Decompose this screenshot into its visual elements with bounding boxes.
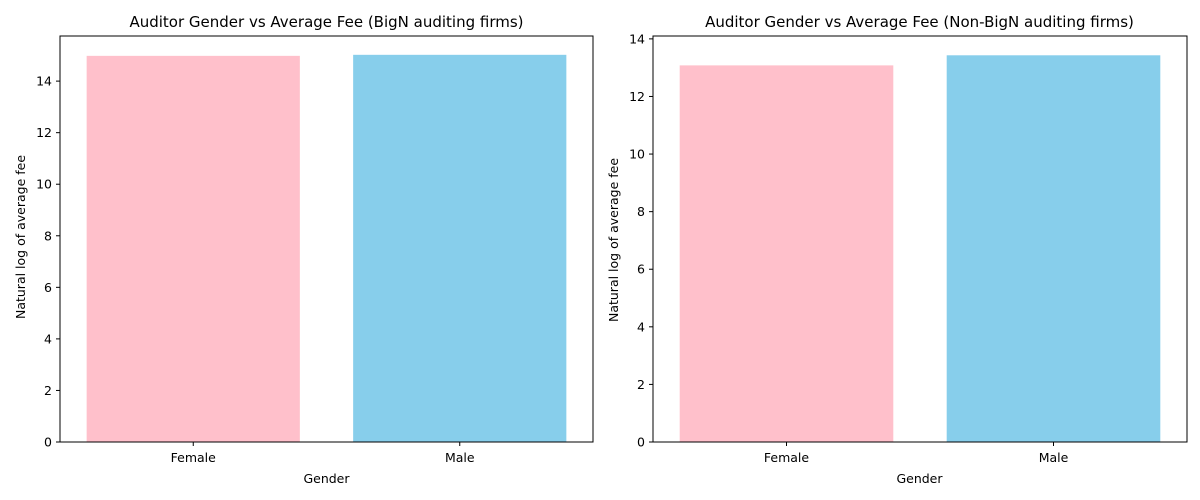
y-tick-label: 0: [44, 435, 52, 450]
y-tick-label: 8: [44, 228, 52, 243]
bars-group: [86, 54, 567, 443]
y-tick-label: 12: [629, 89, 645, 104]
chart-panel-bign: Auditor Gender vs Average Fee (BigN audi…: [13, 13, 594, 486]
x-ticks-group: Female Male: [171, 442, 475, 465]
y-tick-label: 14: [629, 31, 645, 46]
y-tick-label: 14: [36, 74, 52, 89]
x-tick-label: Male: [1039, 450, 1069, 465]
chart-title: Auditor Gender vs Average Fee (BigN audi…: [129, 13, 523, 31]
x-axis-label: Gender: [896, 471, 943, 486]
x-tick-label: Female: [171, 450, 217, 465]
y-tick-label: 10: [629, 147, 645, 162]
bars-group: [679, 55, 1161, 443]
plot-frame: [59, 35, 594, 443]
chart-title: Auditor Gender vs Average Fee (Non-BigN …: [705, 13, 1134, 31]
bar-male: [353, 54, 567, 442]
y-tick-label: 6: [44, 280, 52, 295]
y-tick-label: 2: [44, 383, 52, 398]
y-tick-label: 4: [44, 331, 52, 346]
y-tick-label: 2: [637, 377, 645, 392]
y-tick-label: 0: [637, 435, 645, 450]
chart-panel-non-bign: Auditor Gender vs Average Fee (Non-BigN …: [606, 13, 1188, 486]
y-axis-label: Natural log of average fee: [606, 158, 621, 322]
x-axis-label: Gender: [303, 471, 350, 486]
plot-frame: [652, 35, 1188, 443]
y-axis-label: Natural log of average fee: [13, 155, 28, 319]
x-ticks-group: Female Male: [764, 442, 1069, 465]
x-tick-label: Male: [445, 450, 475, 465]
y-tick-label: 10: [36, 177, 52, 192]
y-ticks-group: 0 2 4 6 8 10 12 14: [36, 74, 60, 450]
y-tick-label: 12: [36, 125, 52, 140]
y-tick-label: 8: [637, 204, 645, 219]
bar-male: [946, 55, 1161, 442]
bar-female: [86, 55, 300, 443]
x-tick-label: Female: [764, 450, 810, 465]
y-ticks-group: 0 2 4 6 8 10 12 14: [629, 31, 653, 450]
y-tick-label: 6: [637, 262, 645, 277]
bar-female: [679, 65, 894, 443]
y-tick-label: 4: [637, 319, 645, 334]
